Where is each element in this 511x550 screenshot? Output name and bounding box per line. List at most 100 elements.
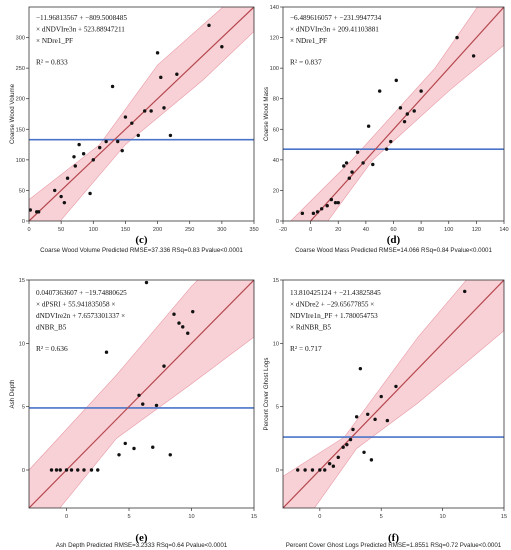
y-axis-label: Percent Cover Ghost Logs [263, 358, 270, 431]
data-point [123, 115, 128, 119]
data-point [311, 211, 316, 216]
data-point [159, 75, 163, 80]
data-point [455, 35, 459, 40]
y-tick-label: 60 [273, 127, 279, 133]
regression-equation-line: × dPSRI + 55.941835058 × [36, 301, 115, 309]
y-tick-label: 200 [16, 97, 25, 103]
y-tick-label: 80 [273, 97, 279, 103]
r-squared-label: R² = 0.717 [290, 344, 322, 353]
chart-2: -20 0 20 40 60 80 100 120 140020406080100120140−… [263, 5, 509, 254]
data-point [88, 191, 92, 196]
y-tick-label: 150 [16, 127, 25, 133]
data-point [351, 427, 355, 432]
y-tick-label: 100 [270, 66, 279, 72]
data-point [371, 162, 375, 167]
y-tick-label: 5 [276, 405, 279, 411]
x-tick-label: 80 [418, 227, 424, 233]
fit-line [309, 7, 504, 221]
r-squared-label: R² = 0.833 [36, 58, 68, 67]
data-point [329, 197, 334, 202]
data-point [104, 139, 108, 144]
x-tick-label: -20 [279, 227, 287, 233]
data-point [398, 106, 403, 110]
data-point [419, 89, 423, 93]
data-point [65, 176, 70, 180]
data-point [355, 150, 360, 154]
y-tick-label: 40 [273, 158, 279, 164]
data-point [336, 200, 340, 205]
regression-equation-line: × RdNBR_B5 [290, 324, 331, 332]
data-point [49, 468, 54, 472]
y-tick-label: 250 [16, 66, 25, 72]
x-tick-label: 0 [318, 514, 321, 520]
data-point [325, 204, 329, 208]
data-point [151, 445, 155, 449]
x-tick-label: 5 [380, 514, 383, 520]
y-tick-label: 0 [22, 468, 25, 474]
data-point [123, 441, 127, 446]
data-point [366, 124, 371, 128]
data-point [319, 207, 324, 211]
regression-equation-line: −6.489616057 + −231.9947734 [290, 14, 382, 22]
x-tick-label: 15 [501, 514, 507, 520]
data-point [82, 468, 86, 472]
x-tick-label: 15 [251, 514, 257, 520]
y-tick-label: 5 [22, 405, 25, 411]
data-point [141, 402, 145, 406]
data-point [168, 133, 173, 138]
regression-equation-line: × dNDVIre3n + 523.88947211 [36, 26, 125, 34]
fit-line [29, 7, 254, 221]
data-point [29, 208, 32, 212]
data-point [155, 51, 160, 55]
regression-equation-line: × dNDre2 + −29.65677855 × [290, 301, 374, 309]
data-point [303, 468, 307, 472]
data-point [385, 418, 390, 423]
data-point [344, 161, 349, 165]
regression-equation-line: 13.810425124 + −21.43825845 [290, 289, 381, 297]
y-tick-label: 0 [276, 219, 279, 225]
data-point [116, 139, 120, 144]
data-point [333, 200, 338, 205]
data-point [220, 45, 224, 49]
y-tick-label: 100 [16, 158, 25, 164]
panel-label: (c) [135, 234, 148, 246]
data-point [310, 468, 315, 472]
data-point [91, 158, 95, 162]
regression-equation-line: dNBR_B5 [36, 324, 67, 332]
x-tick-label: 250 [185, 227, 194, 233]
confidence-band [290, 7, 504, 221]
data-point [361, 161, 365, 165]
data-point [53, 188, 57, 193]
x-tick-label: 5 [127, 514, 130, 520]
x-axis-label: Percent Cover Ghost Logs Predicted RMSE=… [286, 542, 502, 549]
y-tick-label: 120 [270, 36, 279, 42]
plot-frame [28, 279, 255, 509]
data-point [62, 200, 67, 205]
y-axis-label: Coarse Wood Mass [263, 87, 270, 141]
chart-1: 0 50 100 150 200 250 300 350 0 50 100 150 200 250 300 −… [9, 6, 259, 254]
data-point [177, 321, 181, 325]
x-tick-label: 0 [65, 514, 68, 520]
x-axis-label: Coarse Wood Volume Predicted RMSE=37.336… [40, 247, 243, 254]
data-point [463, 289, 467, 294]
data-point [369, 458, 374, 462]
regression-equation-line: dNDVIre2n + 7.6573301337 × [36, 312, 125, 320]
y-tick-label: 10 [273, 341, 279, 347]
y-tick-label: 140 [270, 5, 279, 11]
data-point [394, 384, 398, 389]
regression-equation-line: × NDre1_PF [290, 37, 327, 45]
x-tick-label: 20 [335, 227, 341, 233]
data-point [76, 468, 80, 472]
panel-label: (d) [387, 234, 401, 246]
y-axis-label: Ash Depth [9, 379, 16, 408]
data-point [315, 210, 320, 214]
x-tick-label: 100 [89, 227, 98, 233]
data-point [347, 176, 351, 180]
x-tick-label: 100 [444, 227, 453, 233]
data-point [98, 145, 102, 150]
x-tick-label: 0 [27, 227, 30, 233]
data-point [336, 455, 340, 460]
panel-label: (e) [135, 532, 148, 544]
data-point [89, 468, 94, 472]
y-tick-label: 50 [19, 188, 25, 194]
